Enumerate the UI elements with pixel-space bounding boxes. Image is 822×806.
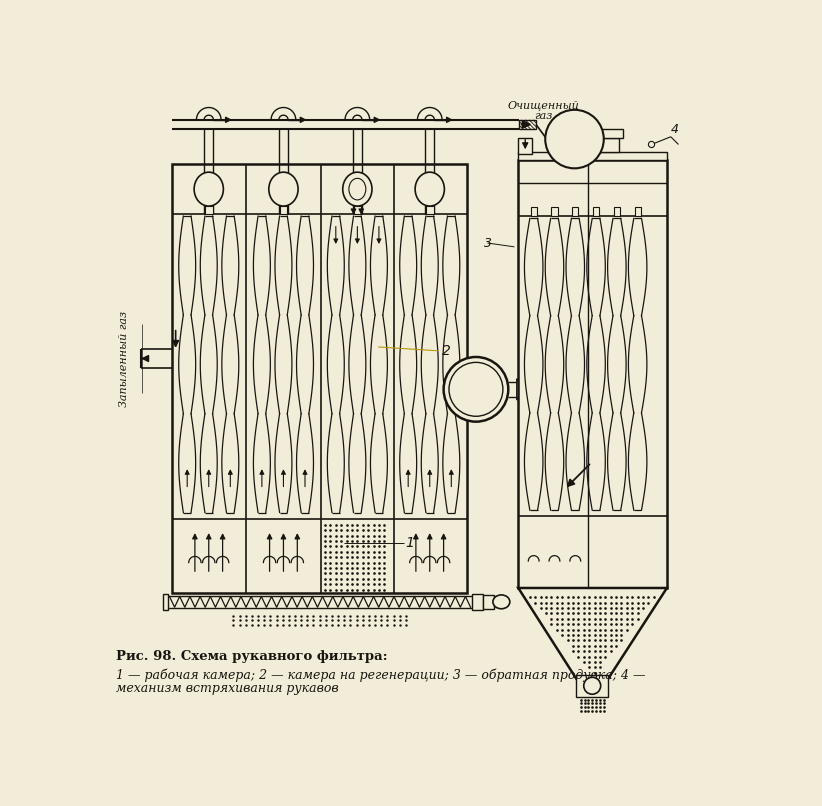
Bar: [472, 594, 483, 609]
Bar: [279, 205, 288, 214]
Ellipse shape: [415, 172, 445, 206]
Bar: [206, 172, 212, 177]
Polygon shape: [517, 379, 519, 400]
Bar: [280, 172, 287, 177]
Bar: [519, 152, 667, 160]
Bar: [589, 139, 619, 152]
Bar: [576, 675, 608, 696]
Ellipse shape: [493, 595, 510, 609]
Bar: [519, 160, 667, 588]
Bar: [205, 205, 213, 214]
Bar: [572, 207, 579, 216]
Bar: [519, 139, 532, 154]
Text: 1: 1: [405, 536, 414, 550]
Circle shape: [649, 141, 654, 147]
Text: Запыленный газ: Запыленный газ: [119, 310, 129, 406]
Circle shape: [545, 110, 604, 168]
Text: Рис. 98. Схема рукавного фильтра:: Рис. 98. Схема рукавного фильтра:: [117, 650, 388, 663]
Polygon shape: [519, 588, 667, 682]
Text: механизм встряхивания рукавов: механизм встряхивания рукавов: [117, 682, 339, 695]
Bar: [635, 207, 640, 216]
Bar: [614, 207, 620, 216]
Bar: [280, 202, 287, 206]
Ellipse shape: [269, 172, 298, 206]
Bar: [354, 172, 360, 177]
Bar: [483, 595, 494, 609]
Ellipse shape: [194, 172, 224, 206]
Bar: [531, 207, 537, 216]
Circle shape: [449, 363, 503, 416]
Bar: [172, 164, 467, 593]
Bar: [206, 202, 212, 206]
Ellipse shape: [343, 172, 372, 206]
Ellipse shape: [349, 178, 366, 200]
Bar: [593, 207, 599, 216]
Bar: [426, 205, 433, 214]
Text: 3: 3: [483, 236, 492, 250]
Bar: [427, 172, 433, 177]
Text: Очищенный: Очищенный: [508, 101, 580, 110]
Text: 2: 2: [442, 344, 451, 358]
Bar: [164, 594, 168, 609]
Bar: [519, 120, 536, 129]
Bar: [427, 202, 433, 206]
Text: газ: газ: [534, 110, 553, 121]
Circle shape: [584, 677, 601, 694]
Bar: [552, 207, 557, 216]
Text: 4: 4: [671, 123, 679, 135]
Bar: [354, 202, 360, 206]
Bar: [584, 129, 623, 139]
Text: 1 — рабочая камера; 2 — камера на регенерации; 3 — обратная продувка; 4 —: 1 — рабочая камера; 2 — камера на регене…: [117, 668, 646, 682]
Bar: [353, 205, 361, 214]
Circle shape: [444, 357, 508, 422]
